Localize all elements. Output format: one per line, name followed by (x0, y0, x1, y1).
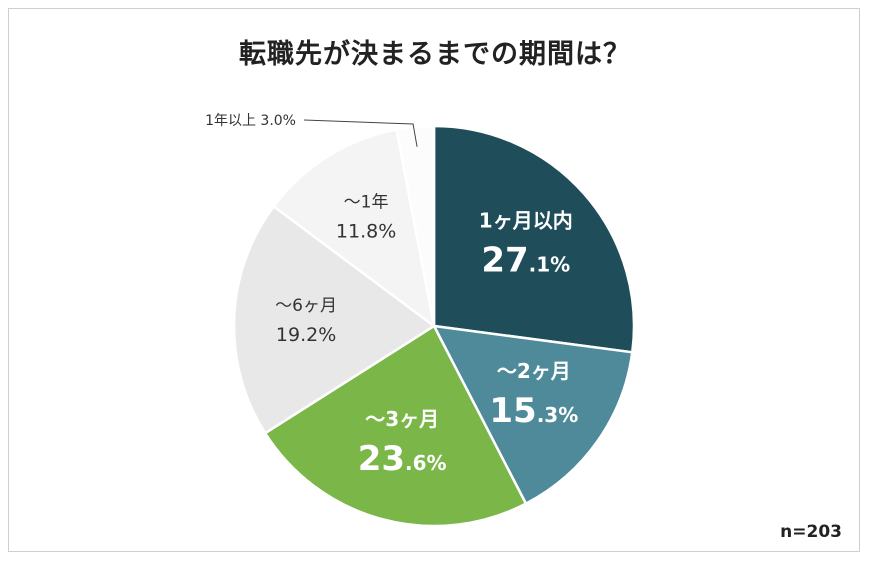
callout-leader-line (303, 119, 418, 147)
pie-slice-5 (271, 128, 436, 329)
slice-value-1: 27.1% (481, 241, 570, 281)
slice-value-2: 15.3% (489, 391, 578, 431)
sample-size: n=203 (780, 522, 842, 542)
slice-label-3: ～3ヶ月 (365, 407, 439, 431)
slice-label-2: ～2ヶ月 (497, 359, 571, 383)
slice-label-6: 1年以上 3.0% (205, 113, 296, 129)
chart-title: 転職先が決まるまでの期間は？ (239, 39, 631, 70)
slice-label-1: 1ヶ月以内 (479, 209, 573, 233)
slice-label-4: ～6ヶ月 (275, 296, 337, 316)
pie-slice-1 (432, 124, 636, 354)
pie-slice-2 (431, 324, 634, 506)
pie-slice-3 (263, 324, 528, 528)
pie-slice-6 (395, 124, 436, 327)
slice-label-5: ～1年 (344, 192, 389, 212)
pie-slice-4 (232, 204, 437, 435)
slice-value-3: 23.6% (358, 439, 447, 479)
slice-value-4: 19.2% (276, 324, 336, 346)
slice-value-5: 11.8% (336, 220, 396, 242)
